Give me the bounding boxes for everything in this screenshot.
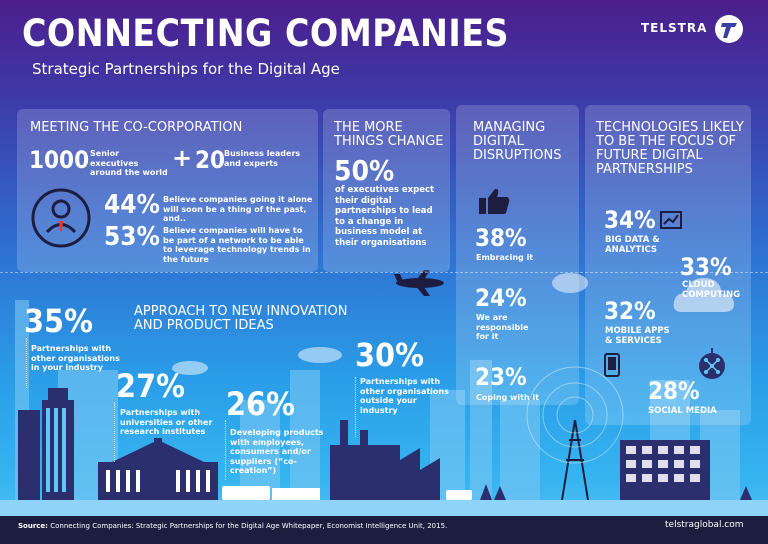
leaders-label: Business leaders and experts — [224, 149, 301, 168]
innovation-text-2: Partnerships with universities or other … — [120, 408, 213, 436]
disruption-text-3: Coping with it — [476, 393, 540, 402]
section-divider — [0, 272, 768, 273]
innovation-text-4: Partnerships with other organisations ou… — [360, 377, 449, 415]
stat-35-line — [26, 338, 28, 388]
innovation-text-3: Developing products with employees, cons… — [230, 428, 324, 475]
telstra-logo-text: TELSTRA — [641, 21, 708, 35]
city-skyline-illustration — [0, 270, 768, 516]
disruptions-panel — [456, 105, 579, 405]
footer-source-text: Connecting Companies: Strategic Partners… — [50, 522, 448, 530]
innovation-value-4: 30% — [355, 336, 424, 374]
cloud-icon — [673, 278, 734, 312]
stat-27-line — [114, 402, 116, 462]
technologies-heading: TECHNOLOGIES LIKELY TO BE THE FOCUS OF F… — [596, 120, 744, 177]
leaders-count: 20 — [195, 146, 226, 174]
innovation-value-2: 27% — [116, 367, 185, 405]
innovation-value-1: 35% — [24, 302, 93, 340]
plus-sign: + — [172, 144, 193, 172]
executives-count: 1000 — [29, 146, 90, 174]
innovation-value-3: 26% — [226, 385, 295, 423]
footer-source: Source: Connecting Companies: Strategic … — [18, 522, 447, 530]
thumbs-up-icon — [479, 188, 510, 214]
executives-label: Senior executives around the world — [90, 149, 168, 177]
more-things-value: 50% — [334, 154, 395, 187]
tech-text-3: MOBILE APPS & SERVICES — [605, 326, 670, 346]
disruption-value-2: 24% — [475, 284, 527, 312]
tech-text-4: SOCIAL MEDIA — [648, 406, 717, 416]
page-title: CONNECTING COMPANIES — [22, 12, 510, 55]
stat-44-text: Believe companies going it alone will so… — [163, 195, 313, 223]
network-icon — [699, 348, 725, 379]
footer-source-label: Source: — [18, 522, 48, 530]
disruption-text-1: Embracing it — [476, 253, 534, 262]
stat-53-text: Believe companies will have to be part o… — [163, 226, 311, 264]
disruption-value-3: 23% — [475, 363, 527, 391]
disruption-value-1: 38% — [475, 224, 527, 252]
telstra-logo-icon — [715, 15, 743, 43]
stat-44-value: 44% — [104, 190, 160, 220]
innovation-heading: APPROACH TO NEW INNOVATION AND PRODUCT I… — [134, 304, 348, 333]
page-subtitle: Strategic Partnerships for the Digital A… — [32, 60, 340, 78]
more-things-heading: THE MORE THINGS CHANGE — [334, 120, 444, 149]
tech-value-4: 28% — [648, 377, 700, 405]
tech-value-2: 33% — [680, 253, 732, 281]
phone-icon — [604, 353, 620, 377]
chart-icon — [660, 211, 682, 229]
tech-text-1: BIG DATA & ANALYTICS — [605, 235, 660, 255]
disruption-text-2: We are responsible for it — [476, 313, 529, 341]
co-corporation-heading: MEETING THE CO-CORPORATION — [30, 120, 243, 135]
more-things-panel — [323, 109, 450, 272]
footer-url[interactable]: telstraglobal.com — [665, 520, 744, 530]
stat-53-value: 53% — [104, 222, 160, 252]
tech-text-2: CLOUD COMPUTING — [682, 280, 741, 300]
stat-30-line — [355, 377, 357, 437]
executive-person-icon — [31, 188, 91, 248]
tech-value-1: 34% — [604, 206, 656, 234]
footer-bar — [0, 516, 768, 544]
more-things-text: of executives expect their digital partn… — [335, 185, 435, 248]
stat-26-line — [225, 420, 227, 480]
innovation-text-1: Partnerships with other organisations in… — [31, 344, 120, 372]
disruptions-heading: MANAGING DIGITAL DISRUPTIONS — [473, 120, 562, 163]
tech-value-3: 32% — [604, 297, 656, 325]
